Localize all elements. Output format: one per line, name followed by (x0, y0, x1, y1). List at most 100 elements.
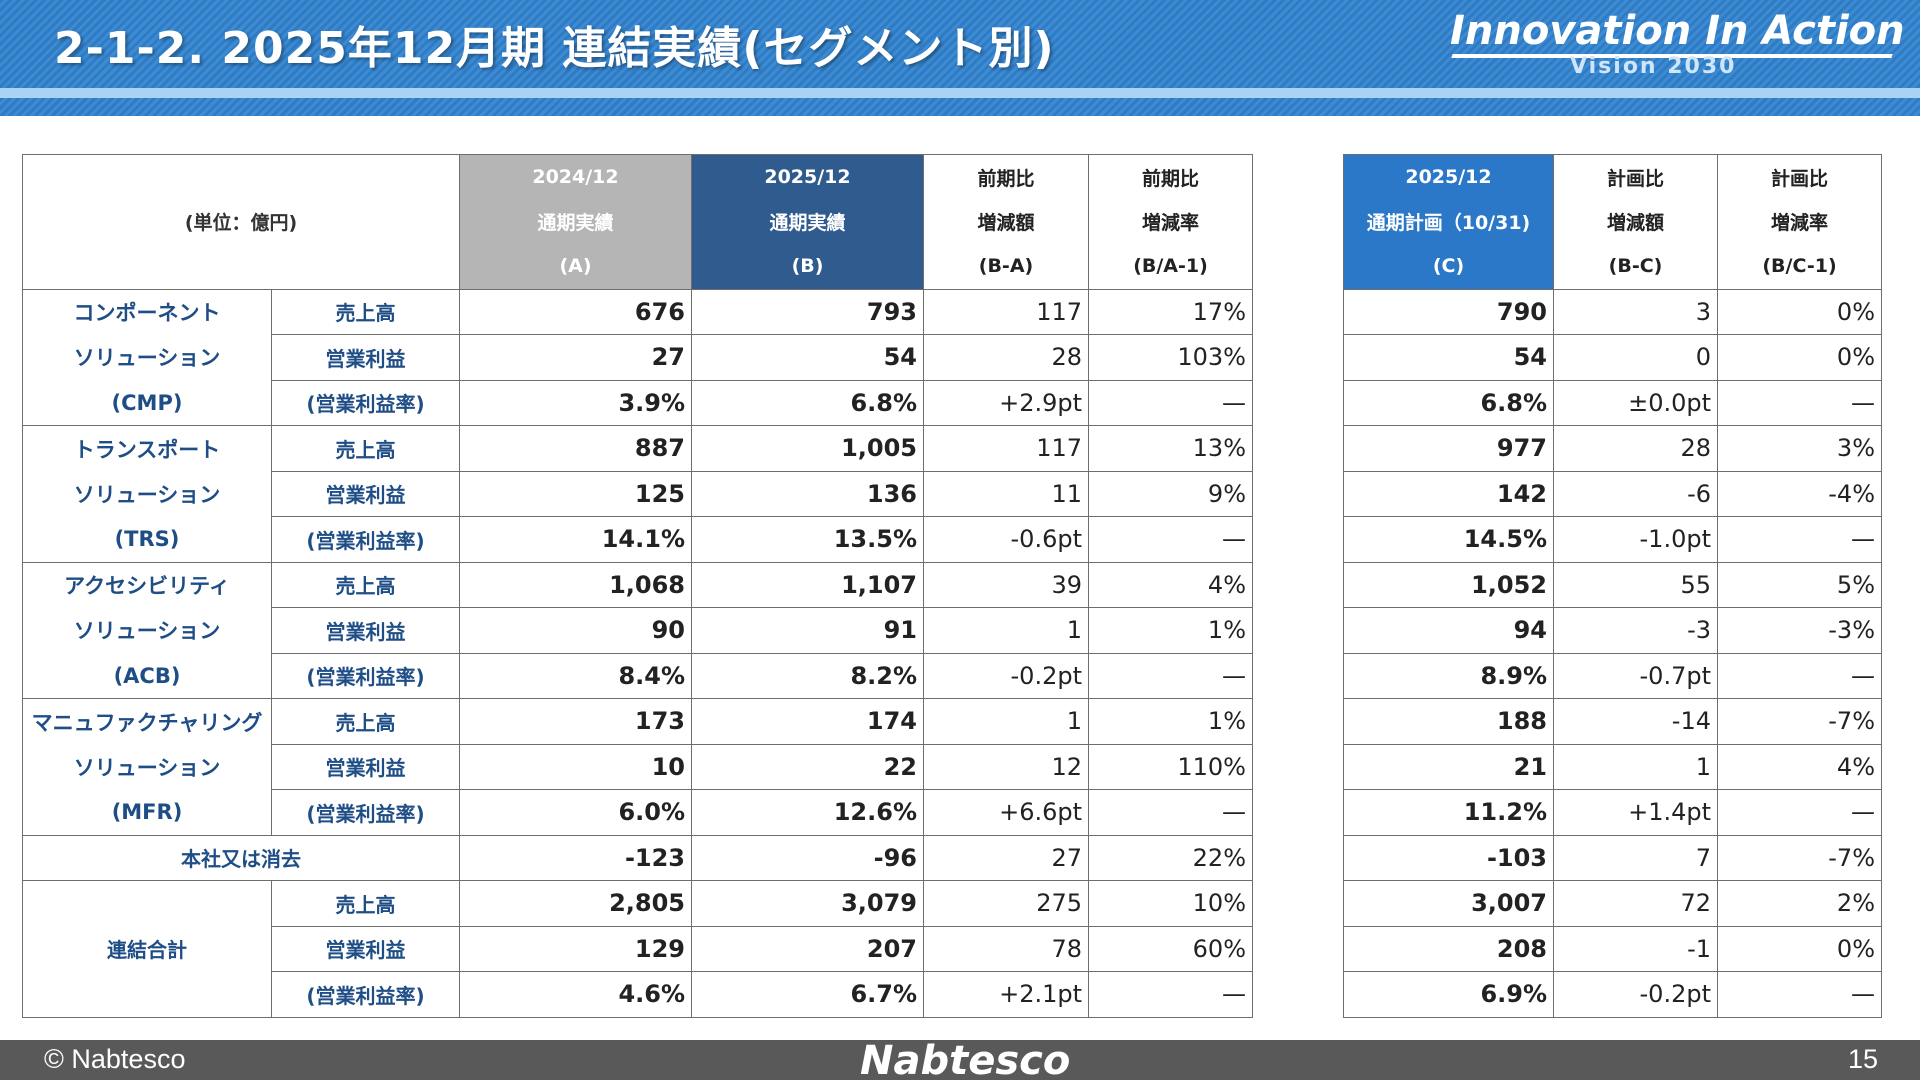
table-cell: 22% (1088, 834, 1253, 881)
table-cell: 125 (459, 470, 692, 517)
table-cell: -7% (1717, 698, 1882, 745)
segment-name: アクセシビリティ (22, 561, 272, 608)
table-cell: 12.6% (691, 789, 924, 836)
copyright: © Nabtesco (44, 1044, 186, 1074)
table-cell: 2,805 (459, 880, 692, 927)
column-header: 増減率 (1088, 199, 1253, 244)
table-cell: — (1088, 789, 1253, 836)
table-cell: 10 (459, 743, 692, 790)
segment-name: ソリューション (22, 471, 272, 517)
segment-name: (ACB) (22, 653, 272, 699)
page-number: 15 (1848, 1044, 1879, 1074)
table-cell: 790 (1343, 288, 1554, 335)
table-cell: 676 (459, 288, 692, 335)
table-cell: 887 (459, 425, 692, 472)
column-header: 2025/12 (1343, 154, 1554, 200)
table-cell: -14 (1553, 698, 1718, 745)
hq-label: 本社又は消去 (22, 834, 460, 881)
column-header: 通期実績 (459, 199, 692, 244)
table-cell: -6 (1553, 470, 1718, 517)
table-cell: — (1717, 379, 1882, 426)
table-cell: 207 (691, 925, 924, 972)
brand-logo: Nabtesco (860, 1038, 1071, 1084)
column-header: (B-A) (923, 244, 1089, 290)
column-header: 通期実績 (691, 199, 924, 244)
table-cell: 1% (1088, 607, 1253, 654)
vision-logo-sub: Vision 2030 (1570, 54, 1737, 79)
item-label: 営業利益 (271, 607, 460, 654)
column-header: 増減額 (923, 199, 1089, 244)
vision-logo-main: Innovation In Action (1450, 8, 1905, 54)
table-cell: 28 (1553, 425, 1718, 472)
table-cell: 173 (459, 698, 692, 745)
table-cell: 55 (1553, 561, 1718, 608)
table-cell: 8.4% (459, 652, 692, 699)
item-label: 売上高 (271, 425, 460, 472)
table-cell: -123 (459, 834, 692, 881)
table-cell: +2.1pt (923, 971, 1089, 1018)
table-cell: 0% (1717, 334, 1882, 381)
header-bottom-stripe (0, 98, 1920, 116)
table-cell: 94 (1343, 607, 1554, 654)
table-cell: -103 (1343, 834, 1554, 881)
total-label: 連結合計 (22, 880, 272, 1018)
table-cell: -0.2pt (923, 652, 1089, 699)
table-cell: 0 (1553, 334, 1718, 381)
item-label: 売上高 (271, 880, 460, 927)
table-cell: 11.2% (1343, 789, 1554, 836)
table-cell: -3% (1717, 607, 1882, 654)
table-cell: -1.0pt (1553, 516, 1718, 563)
table-cell: 22 (691, 743, 924, 790)
table-cell: — (1717, 789, 1882, 836)
plan-comparison-table: 2025/12 計画比 計画比 通期計画（10/31) 増減額 増減率 (C) (B-C) (B… (1343, 154, 1882, 1018)
segment-name: コンポーネント (22, 288, 272, 335)
results-table: (単位：億円) 2024/12 2025/12 前期比 前期比 通期実績 通期実績 増減額 増減… (22, 154, 1253, 1018)
table-cell: 136 (691, 470, 924, 517)
table-cell: 6.8% (1343, 379, 1554, 426)
table-cell: 3 (1553, 288, 1718, 335)
column-header: (C) (1343, 244, 1554, 290)
table-cell: 6.0% (459, 789, 692, 836)
table-cell: — (1088, 516, 1253, 563)
column-header: 2024/12 (459, 154, 692, 200)
table-cell: 7 (1553, 834, 1718, 881)
table-cell: — (1717, 971, 1882, 1018)
table-cell: -0.2pt (1553, 971, 1718, 1018)
item-label: (営業利益率) (271, 379, 460, 426)
table-cell: 9% (1088, 470, 1253, 517)
table-cell: — (1717, 652, 1882, 699)
table-cell: 3,079 (691, 880, 924, 927)
table-cell: 188 (1343, 698, 1554, 745)
column-header: 計画比 (1717, 154, 1882, 200)
item-label: (営業利益率) (271, 516, 460, 563)
table-cell: 1,052 (1343, 561, 1554, 608)
table-cell: 27 (459, 334, 692, 381)
table-cell: 11 (923, 470, 1089, 517)
column-header: 前期比 (923, 154, 1089, 200)
segment-name: マニュファクチャリング (22, 698, 272, 744)
table-cell: 1 (923, 698, 1089, 745)
table-cell: 17% (1088, 288, 1253, 335)
table-cell: 0% (1717, 288, 1882, 335)
table-cell: 117 (923, 288, 1089, 335)
column-header: (A) (459, 244, 692, 290)
table-cell: +6.6pt (923, 789, 1089, 836)
column-header: 前期比 (1088, 154, 1253, 200)
table-cell: 90 (459, 607, 692, 654)
column-header: (B) (691, 244, 924, 290)
table-cell: 60% (1088, 925, 1253, 972)
table-cell: 4% (1717, 743, 1882, 790)
column-header: (B/C-1) (1717, 244, 1882, 290)
table-cell: 1,068 (459, 561, 692, 608)
table-cell: 8.9% (1343, 652, 1554, 699)
table-cell: 1 (923, 607, 1089, 654)
table-cell: 21 (1343, 743, 1554, 790)
item-label: 売上高 (271, 288, 460, 335)
segment-name: (CMP) (22, 380, 272, 426)
table-cell: — (1088, 971, 1253, 1018)
table-cell: 110% (1088, 743, 1253, 790)
item-label: 営業利益 (271, 470, 460, 517)
table-cell: 72 (1553, 880, 1718, 927)
table-cell: 793 (691, 288, 924, 335)
table-cell: +2.9pt (923, 379, 1089, 426)
